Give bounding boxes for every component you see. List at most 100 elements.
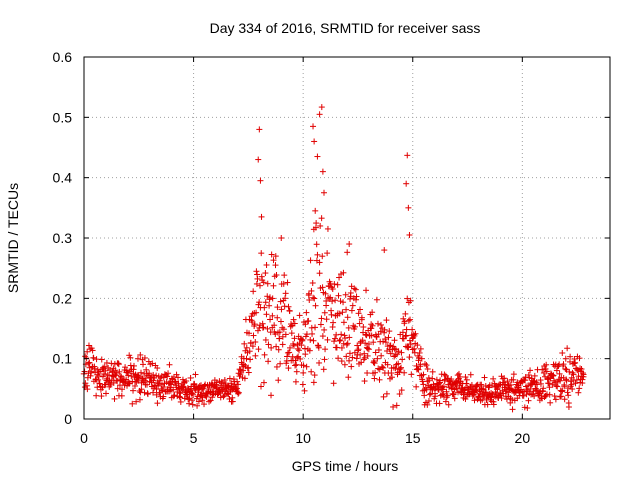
- data-point: [183, 377, 190, 384]
- data-point: [342, 291, 349, 298]
- data-point: [411, 345, 418, 352]
- data-point: [442, 398, 449, 405]
- data-point: [205, 386, 212, 393]
- data-point: [386, 328, 393, 335]
- data-point: [108, 360, 115, 367]
- data-point: [445, 401, 452, 408]
- data-point: [116, 368, 123, 375]
- data-point: [241, 340, 248, 347]
- data-point: [274, 304, 281, 311]
- x-tick-label: 15: [405, 430, 421, 446]
- data-point: [312, 207, 319, 214]
- data-point: [455, 370, 462, 377]
- data-point: [395, 360, 402, 367]
- data-point: [439, 386, 446, 393]
- data-point: [94, 384, 101, 391]
- data-point: [122, 364, 129, 371]
- data-point: [524, 405, 531, 412]
- data-point: [336, 310, 343, 317]
- data-point: [330, 319, 337, 326]
- y-tick-label: 0.1: [53, 351, 73, 367]
- data-point: [426, 377, 433, 384]
- data-point: [312, 324, 319, 331]
- data-point: [88, 368, 95, 375]
- data-point: [332, 297, 339, 304]
- data-point: [384, 361, 391, 368]
- data-point: [171, 392, 178, 399]
- data-point: [288, 321, 295, 328]
- data-point: [293, 368, 300, 375]
- data-point: [96, 380, 103, 387]
- data-point: [403, 326, 410, 333]
- data-point: [101, 363, 108, 370]
- data-point: [257, 282, 264, 289]
- data-point: [579, 370, 586, 377]
- data-point: [550, 372, 557, 379]
- data-point: [160, 384, 167, 391]
- data-point: [224, 382, 231, 389]
- data-point: [558, 393, 565, 400]
- data-point: [567, 378, 574, 385]
- data-point: [553, 367, 560, 374]
- data-point: [269, 295, 276, 302]
- data-point: [406, 354, 413, 361]
- data-point: [448, 376, 455, 383]
- data-point: [229, 398, 236, 405]
- data-point: [380, 364, 387, 371]
- x-axis-label: GPS time / hours: [292, 458, 399, 474]
- data-point: [440, 383, 447, 390]
- data-point: [85, 360, 92, 367]
- data-point: [409, 346, 416, 353]
- data-point: [471, 397, 478, 404]
- data-point: [443, 388, 450, 395]
- data-point: [264, 280, 271, 287]
- data-point: [522, 377, 529, 384]
- data-point: [84, 386, 91, 393]
- data-point: [299, 337, 306, 344]
- data-point: [415, 354, 422, 361]
- data-point: [405, 344, 412, 351]
- y-tick-label: 0: [64, 411, 72, 427]
- data-point: [309, 279, 316, 286]
- y-tick-label: 0.6: [53, 49, 73, 65]
- data-point: [301, 387, 308, 394]
- data-point: [403, 332, 410, 339]
- data-point: [311, 138, 318, 145]
- data-point: [235, 381, 242, 388]
- data-point: [155, 380, 162, 387]
- data-point: [243, 344, 250, 351]
- data-point: [252, 338, 259, 345]
- data-point: [338, 358, 345, 365]
- data-point: [551, 393, 558, 400]
- data-point: [154, 400, 161, 407]
- y-tick-label: 0.3: [53, 230, 73, 246]
- data-point: [144, 391, 151, 398]
- data-point: [118, 392, 125, 399]
- data-point: [401, 318, 408, 325]
- data-point: [377, 328, 384, 335]
- data-point: [256, 322, 263, 329]
- data-point: [261, 351, 268, 358]
- data-point: [575, 389, 582, 396]
- data-point: [490, 375, 497, 382]
- data-point: [509, 396, 516, 403]
- data-point: [114, 385, 121, 392]
- data-point: [368, 332, 375, 339]
- data-point: [102, 381, 109, 388]
- data-point: [284, 279, 291, 286]
- data-point: [253, 268, 260, 275]
- data-point: [297, 355, 304, 362]
- data-point: [355, 346, 362, 353]
- data-point: [572, 380, 579, 387]
- data-point: [412, 330, 419, 337]
- data-point: [539, 366, 546, 373]
- data-point: [345, 374, 352, 381]
- data-point: [352, 286, 359, 293]
- data-point: [189, 397, 196, 404]
- data-point: [282, 331, 289, 338]
- data-point: [245, 364, 252, 371]
- data-point: [119, 386, 126, 393]
- data-point: [556, 370, 563, 377]
- data-point: [525, 397, 532, 404]
- data-point: [402, 310, 409, 317]
